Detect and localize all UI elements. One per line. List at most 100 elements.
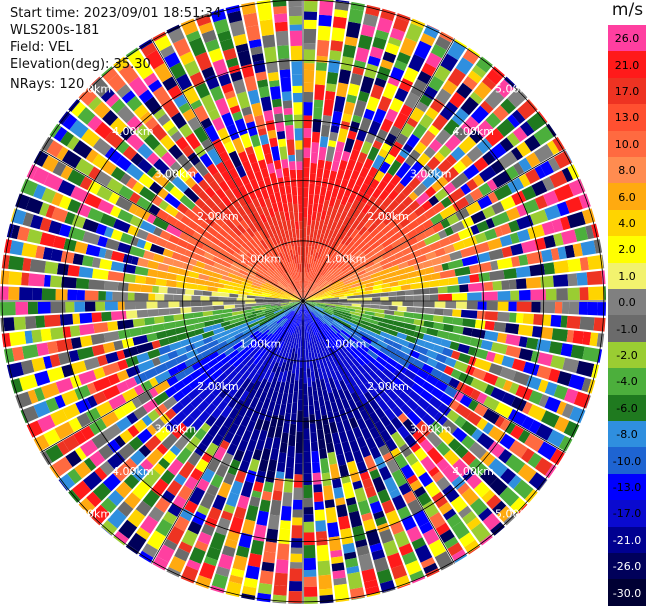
velocity-bin [288, 282, 296, 292]
noise-bin [413, 182, 428, 197]
velocity-bin [340, 247, 349, 257]
velocity-bin [322, 280, 332, 288]
noise-bin [245, 25, 261, 42]
noise-bin [567, 258, 582, 273]
velocity-bin [275, 268, 283, 278]
noise-bin [550, 314, 562, 328]
noise-bin [491, 211, 510, 227]
velocity-bin [426, 357, 438, 368]
noise-bin [480, 339, 493, 351]
velocity-bin [325, 382, 333, 394]
noise-bin [152, 556, 169, 571]
colorbar-level: 26.0 [608, 25, 646, 52]
velocity-bin [257, 179, 267, 191]
noise-bin [476, 392, 488, 405]
noise-bin [174, 211, 185, 221]
noise-bin [265, 528, 279, 543]
velocity-bin [361, 427, 372, 440]
velocity-bin [275, 318, 285, 328]
noise-bin [44, 261, 59, 275]
velocity-bin [286, 320, 293, 330]
velocity-bin [282, 167, 290, 178]
velocity-bin [310, 432, 318, 443]
velocity-bin [314, 308, 324, 316]
velocity-bin [223, 316, 234, 322]
velocity-bin [249, 341, 261, 352]
noise-bin [507, 177, 525, 194]
velocity-bin [369, 411, 380, 424]
noise-bin [454, 554, 468, 563]
noise-bin [195, 458, 209, 473]
noise-bin [404, 92, 420, 109]
noise-bin [260, 96, 273, 112]
noise-bin [581, 377, 592, 393]
noise-bin [255, 71, 268, 82]
velocity-bin [223, 208, 235, 220]
velocity-bin [157, 301, 169, 309]
noise-bin [333, 583, 349, 600]
noise-bin [500, 468, 517, 485]
colorbar-level: -10.0 [608, 447, 646, 474]
velocity-bin [314, 343, 320, 354]
velocity-bin [282, 203, 289, 213]
colorbar-level: -6.0 [608, 394, 646, 421]
noise-bin [273, 585, 288, 596]
velocity-bin [370, 327, 382, 335]
velocity-bin [248, 347, 259, 358]
velocity-bin [250, 326, 260, 335]
noise-bin [385, 509, 401, 526]
noise-bin [426, 447, 444, 465]
velocity-bin [363, 246, 373, 256]
noise-bin [33, 400, 51, 418]
noise-bin [516, 229, 531, 243]
velocity-bin [422, 333, 434, 343]
velocity-bin [262, 272, 272, 280]
noise-bin [387, 36, 402, 47]
velocity-bin [368, 370, 379, 381]
noise-bin [453, 160, 467, 174]
velocity-bin [163, 321, 176, 330]
velocity-bin [218, 228, 229, 238]
noise-bin [143, 133, 161, 151]
velocity-bin [273, 306, 283, 311]
velocity-bin [284, 230, 290, 241]
colorbar-tick-label: 13.0 [614, 111, 640, 125]
noise-bin [72, 140, 93, 159]
noise-bin [196, 478, 210, 492]
velocity-bin [261, 269, 271, 277]
velocity-bin [239, 246, 249, 255]
velocity-bin [251, 278, 263, 285]
noise-bin [422, 164, 433, 175]
velocity-bin [295, 442, 303, 454]
velocity-bin [345, 351, 354, 361]
noise-bin [315, 530, 328, 540]
noise-bin [342, 44, 357, 59]
noise-bin [454, 403, 472, 419]
velocity-bin [282, 329, 289, 339]
noise-bin [200, 94, 217, 113]
velocity-bin [220, 355, 232, 365]
velocity-bin [390, 384, 403, 396]
noise-bin [326, 71, 339, 85]
velocity-bin [423, 341, 435, 351]
velocity-bin [285, 246, 291, 256]
noise-bin [467, 70, 483, 84]
velocity-bin [320, 209, 327, 221]
noise-bin [517, 463, 537, 483]
noise-bin [78, 370, 97, 385]
noise-bin [508, 440, 528, 459]
noise-bin [518, 348, 534, 362]
velocity-bin [294, 343, 299, 354]
noise-bin [500, 195, 516, 211]
noise-bin [78, 87, 97, 106]
velocity-bin [299, 229, 303, 239]
noise-bin [149, 387, 159, 398]
noise-bin [3, 239, 13, 254]
noise-bin [440, 218, 451, 229]
velocity-bin [267, 346, 276, 358]
noise-bin [330, 556, 344, 564]
velocity-bin [282, 298, 292, 301]
noise-bin [82, 231, 100, 246]
noise-bin [54, 394, 66, 409]
velocity-bin [266, 319, 276, 327]
